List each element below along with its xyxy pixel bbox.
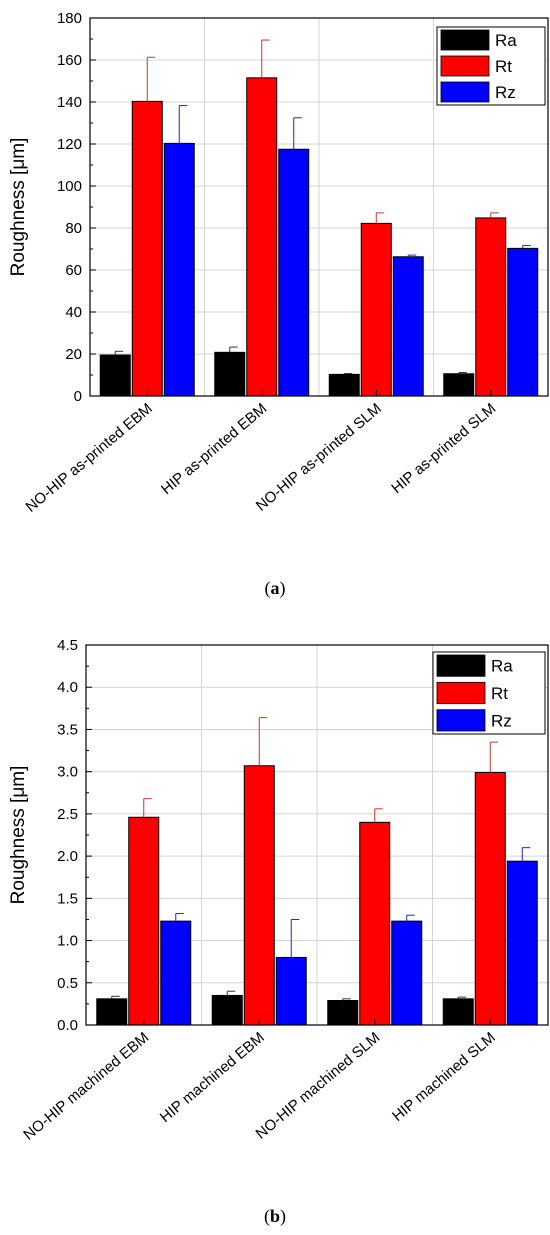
x-category-label: NO-HIP machined SLM (253, 1029, 384, 1143)
bar-rz-1 (163, 142, 195, 397)
bar-rt-3 (360, 222, 392, 397)
x-category-label: HIP machined SLM (389, 1029, 499, 1125)
y-tick-label: 160 (57, 52, 82, 69)
y-tick-label: 0.0 (57, 1017, 78, 1034)
bar-rz-2 (275, 956, 307, 1026)
chart-panel-b: 0.0 0.5 1.0 1.5 2.0 2.5 3.0 3.5 4.0 4.5 Roughness … (8, 637, 549, 1144)
legend-swatch-ra (440, 29, 490, 51)
panel-caption-b: (b) (264, 1206, 286, 1227)
y-tick-label: 1.5 (57, 890, 78, 907)
bar-ra-1 (99, 354, 131, 397)
bar-ra-4 (442, 998, 474, 1026)
bars (96, 717, 538, 1026)
bar-rz-1 (160, 920, 192, 1026)
y-tick-label: 80 (65, 220, 82, 237)
bar-rt-3 (359, 821, 391, 1026)
x-category-label: HIP as-printed SLM (388, 400, 499, 497)
x-category-label: NO-HIP machined EBM (20, 1029, 152, 1144)
bar-rz-4 (506, 860, 538, 1026)
y-tick-label: 60 (65, 262, 82, 279)
chart-panel-a: 0 20 40 60 80 100 120 140 160 180 Roughness [μm] NO… (8, 10, 549, 516)
bar-rz-3 (392, 256, 424, 397)
y-axis: 0.0 0.5 1.0 1.5 2.0 2.5 3.0 3.5 4.0 4.5 (57, 637, 92, 1034)
y-tick-label: 100 (57, 178, 82, 195)
legend-label-ra: Ra (491, 657, 513, 676)
x-category-label: HIP machined EBM (157, 1029, 268, 1126)
y-axis-title: Roughness [μm] (8, 766, 29, 905)
bar-rt-4 (474, 772, 506, 1026)
x-category-label: NO-HIP as-printed SLM (253, 400, 385, 515)
bar-ra-3 (327, 1000, 359, 1026)
y-tick-label: 4.5 (57, 637, 78, 654)
panel-caption-a: (a) (265, 578, 286, 599)
bar-ra-3 (328, 373, 360, 397)
y-tick-label: 4.0 (57, 679, 78, 696)
bar-ra-2 (211, 994, 243, 1026)
y-tick-label: 120 (57, 136, 82, 153)
bar-rz-3 (391, 920, 423, 1026)
x-category-label: HIP as-printed EBM (158, 400, 270, 498)
y-axis-title: Roughness [μm] (8, 138, 29, 277)
legend-swatch-ra (436, 654, 486, 677)
y-tick-label: 20 (65, 346, 82, 363)
legend-label-rt: Rt (495, 57, 512, 76)
bar-rz-4 (507, 247, 539, 397)
y-tick-label: 140 (57, 94, 82, 111)
legend-swatch-rt (436, 681, 486, 705)
bar-rt-2 (246, 77, 278, 397)
y-tick-label: 3.0 (57, 764, 78, 781)
y-tick-label: 180 (57, 10, 82, 27)
y-tick-label: 1.0 (57, 933, 78, 950)
legend: Ra Rt Rz (432, 651, 546, 735)
legend: Ra Rt Rz (436, 26, 546, 106)
y-tick-label: 0.5 (57, 975, 78, 992)
x-axis: NO-HIP as-printed EBM HIP as-printed EBMN… (22, 390, 499, 516)
legend-label-rz: Rz (495, 83, 516, 102)
legend-label-rt: Rt (491, 684, 508, 703)
y-tick-label: 2.0 (57, 848, 78, 865)
bar-ra-4 (443, 373, 475, 397)
bar-rt-2 (243, 765, 275, 1026)
y-tick-label: 2.5 (57, 806, 78, 823)
legend-swatch-rt (440, 55, 490, 77)
x-axis: NO-HIP machined EBM HIP machined EBMNO-HI… (20, 1019, 499, 1144)
bar-ra-2 (214, 351, 246, 397)
bar-rz-2 (278, 148, 310, 397)
y-tick-label: 40 (65, 304, 82, 321)
legend-label-rz: Rz (491, 711, 512, 730)
bar-rt-1 (131, 100, 163, 397)
y-axis: 0 20 40 60 80 100 120 140 160 180 (57, 10, 96, 405)
y-tick-label: 0 (74, 388, 82, 405)
legend-swatch-rz (440, 81, 490, 103)
y-tick-label: 3.5 (57, 721, 78, 738)
bar-rt-1 (128, 816, 160, 1026)
bar-rt-4 (475, 217, 507, 397)
legend-swatch-rz (436, 709, 486, 732)
legend-label-ra: Ra (495, 31, 517, 50)
bar-ra-1 (96, 998, 128, 1026)
x-category-label: NO-HIP as-printed EBM (22, 400, 155, 516)
